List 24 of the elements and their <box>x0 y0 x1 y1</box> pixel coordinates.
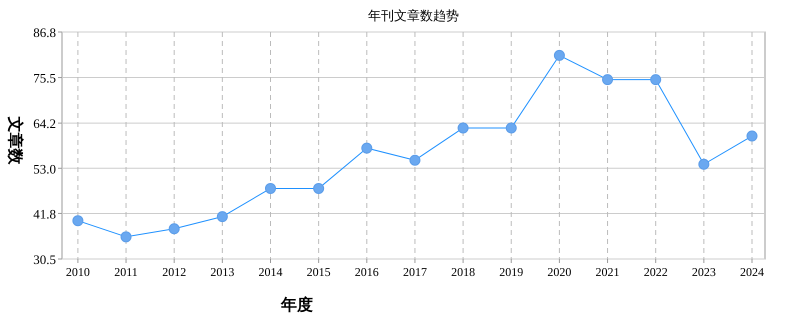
x-tick-label: 2019 <box>499 265 524 279</box>
chart-title: 年刊文章数趋势 <box>368 8 459 23</box>
x-axis-title: 年度 <box>280 295 313 314</box>
y-axis-title: 文章数 <box>6 116 24 166</box>
x-tick-label: 2016 <box>354 265 379 279</box>
x-tick-label: 2012 <box>162 265 186 279</box>
x-tick-label: 2018 <box>451 265 476 279</box>
x-tick-label: 2022 <box>644 265 668 279</box>
y-tick-label: 75.5 <box>33 70 56 86</box>
x-tick-label: 2011 <box>114 265 138 279</box>
x-tick-label: 2023 <box>692 265 716 279</box>
y-tick-label: 41.8 <box>33 206 56 222</box>
x-tick-label: 2010 <box>66 265 90 279</box>
x-tick-label: 2014 <box>258 265 282 279</box>
y-tick-label: 30.5 <box>33 252 56 267</box>
x-tick-label: 2024 <box>740 265 764 279</box>
y-tick-label: 64.2 <box>33 116 56 132</box>
x-tick-label: 2013 <box>210 265 234 279</box>
x-tick-label: 2017 <box>402 265 427 279</box>
y-tick-label: 86.8 <box>33 25 56 40</box>
x-tick-label: 2015 <box>306 265 331 279</box>
y-tick-label: 53.0 <box>33 161 56 176</box>
x-tick-label: 2021 <box>596 265 620 279</box>
x-tick-label: 2020 <box>547 265 572 279</box>
